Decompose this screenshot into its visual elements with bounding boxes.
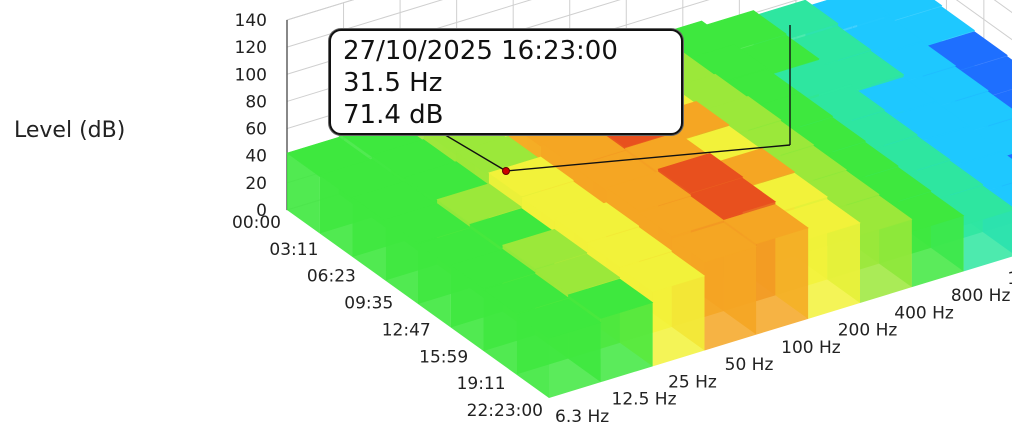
frequency-tick-label: 1.6 kHz xyxy=(1007,269,1012,289)
frequency-tick-label: 25 Hz xyxy=(668,372,717,392)
tooltip-level: 71.4 dB xyxy=(343,100,444,130)
surface-cell-front xyxy=(860,219,912,303)
z-axis-ticks: 0 20 40 60 80 100 120 140 xyxy=(235,11,267,221)
frequency-tick-label: 200 Hz xyxy=(838,321,898,341)
z-tick-label: 20 xyxy=(245,174,267,194)
frequency-tick-label: 100 Hz xyxy=(781,338,841,358)
time-tick-label: 15:59 xyxy=(419,347,468,367)
time-tick-label: 12:47 xyxy=(382,320,431,340)
crosshair xyxy=(419,25,791,175)
surface-cell-front xyxy=(704,246,757,351)
z-tick-label: 40 xyxy=(245,147,267,167)
surface-cell-front xyxy=(808,222,860,319)
frequency-tick-label: 12.5 Hz xyxy=(612,390,677,410)
surface-cell-top xyxy=(657,153,744,193)
surface-cell-top xyxy=(567,278,654,319)
frequency-tick-label: 800 Hz xyxy=(951,286,1011,306)
z-tick-label: 80 xyxy=(245,92,267,112)
z-tick-label: 140 xyxy=(235,11,267,31)
tooltip-frequency: 31.5 Hz xyxy=(343,68,443,98)
surface-cell-side xyxy=(450,265,484,351)
surface-cell-front xyxy=(911,215,964,288)
z-tick-label: 100 xyxy=(235,65,267,85)
frequency-tick-label: 400 Hz xyxy=(894,303,954,323)
surface-cell-top xyxy=(619,252,706,293)
tooltip-timestamp: 27/10/2025 16:23:00 xyxy=(343,36,618,66)
frequency-tick-label: 50 Hz xyxy=(725,355,774,375)
surface-cell-top xyxy=(671,222,758,263)
surface-cell-side xyxy=(483,289,517,375)
surface-cell-front xyxy=(652,275,705,367)
z-gridline xyxy=(286,0,532,75)
z-tick-label: 0 xyxy=(256,201,267,221)
surface-cell-side xyxy=(287,153,320,234)
time-tick-label: 03:11 xyxy=(269,240,318,260)
time-tick-label: 06:23 xyxy=(307,267,356,287)
data-tooltip: 27/10/2025 16:23:00 31.5 Hz 71.4 dB xyxy=(329,29,683,135)
surface-cell-top xyxy=(515,298,602,339)
surface-cell-side xyxy=(418,244,451,328)
hover-marker xyxy=(502,167,510,175)
z-axis-label: Level (dB) xyxy=(14,118,126,143)
time-tick-label: 22:23:00 xyxy=(467,401,543,421)
surface-cell-side xyxy=(516,314,549,398)
time-axis-ticks: 00:00 03:11 06:23 09:35 12:47 15:59 19:11 22:23… xyxy=(232,213,543,421)
time-tick-label: 19:11 xyxy=(457,374,506,394)
surface-cell-front xyxy=(963,210,1012,272)
surface-cell-front xyxy=(549,322,601,398)
z-tick-label: 120 xyxy=(235,38,267,58)
surface-cell-top xyxy=(690,177,777,218)
surface-cell-side xyxy=(385,219,418,304)
surface-cell-side xyxy=(352,197,386,281)
time-tick-label: 09:35 xyxy=(344,294,393,314)
crosshair-line-freq xyxy=(505,144,791,172)
frequency-tick-label: 6.3 Hz xyxy=(555,407,609,427)
surface-cell-front xyxy=(600,302,653,383)
surface-cell-side xyxy=(319,175,353,257)
surface-cell-top xyxy=(722,204,809,245)
time-tick-label: 00:00 xyxy=(232,213,281,233)
z-tick-label: 60 xyxy=(245,120,267,140)
surface-cell-front xyxy=(756,227,809,335)
